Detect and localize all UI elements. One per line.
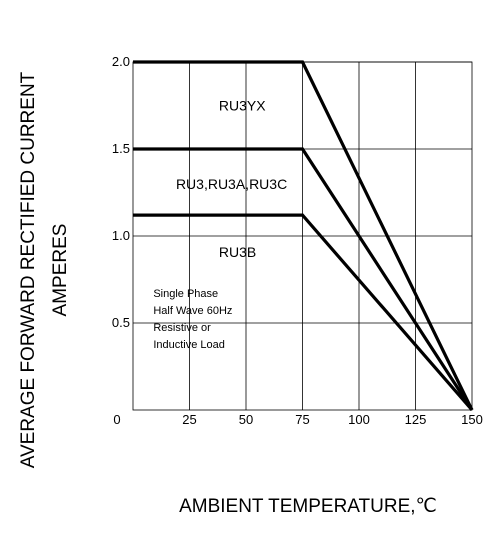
x-tick-label: 0 [113, 412, 120, 427]
note-line: Inductive Load [153, 339, 225, 351]
series-lines [133, 60, 474, 412]
note-line: Half Wave 60Hz [153, 305, 232, 317]
series-label: RU3YX [219, 98, 266, 114]
x-tick-label: 50 [239, 412, 253, 427]
series-label: RU3,RU3A,RU3C [176, 176, 287, 192]
y-tick-label: 1.0 [112, 228, 130, 243]
grid [133, 61, 472, 410]
y-tick-label: 1.5 [112, 141, 130, 156]
tick-labels: 0 25 50 75 100 125 150 0.5 1.0 1.5 2.0 [112, 54, 483, 427]
x-tick-label: 100 [348, 412, 370, 427]
x-tick-label: 25 [182, 412, 196, 427]
series-label: RU3B [219, 244, 256, 260]
y-axis-title-line2: AMPERES [50, 224, 71, 317]
series-line-1 [133, 60, 474, 411]
y-tick-label: 0.5 [112, 315, 130, 330]
x-tick-label: 125 [405, 412, 427, 427]
note-line: Resistive or [153, 322, 211, 334]
condition-note: Single Phase Half Wave 60Hz Resistive or In… [153, 288, 232, 351]
x-tick-label: 150 [461, 412, 483, 427]
series-labels: RU3YX RU3,RU3A,RU3C RU3B [176, 98, 287, 260]
x-axis-title: AMBIENT TEMPERATURE,℃ [179, 496, 437, 517]
series-line-2 [133, 147, 474, 411]
x-tick-label: 75 [295, 412, 309, 427]
series-line-3 [133, 213, 474, 412]
y-axis-title-line1: AVERAGE FORWARD RECTIFIED CURRENT [18, 71, 39, 468]
note-line: Single Phase [153, 288, 218, 300]
y-tick-label: 2.0 [112, 54, 130, 69]
